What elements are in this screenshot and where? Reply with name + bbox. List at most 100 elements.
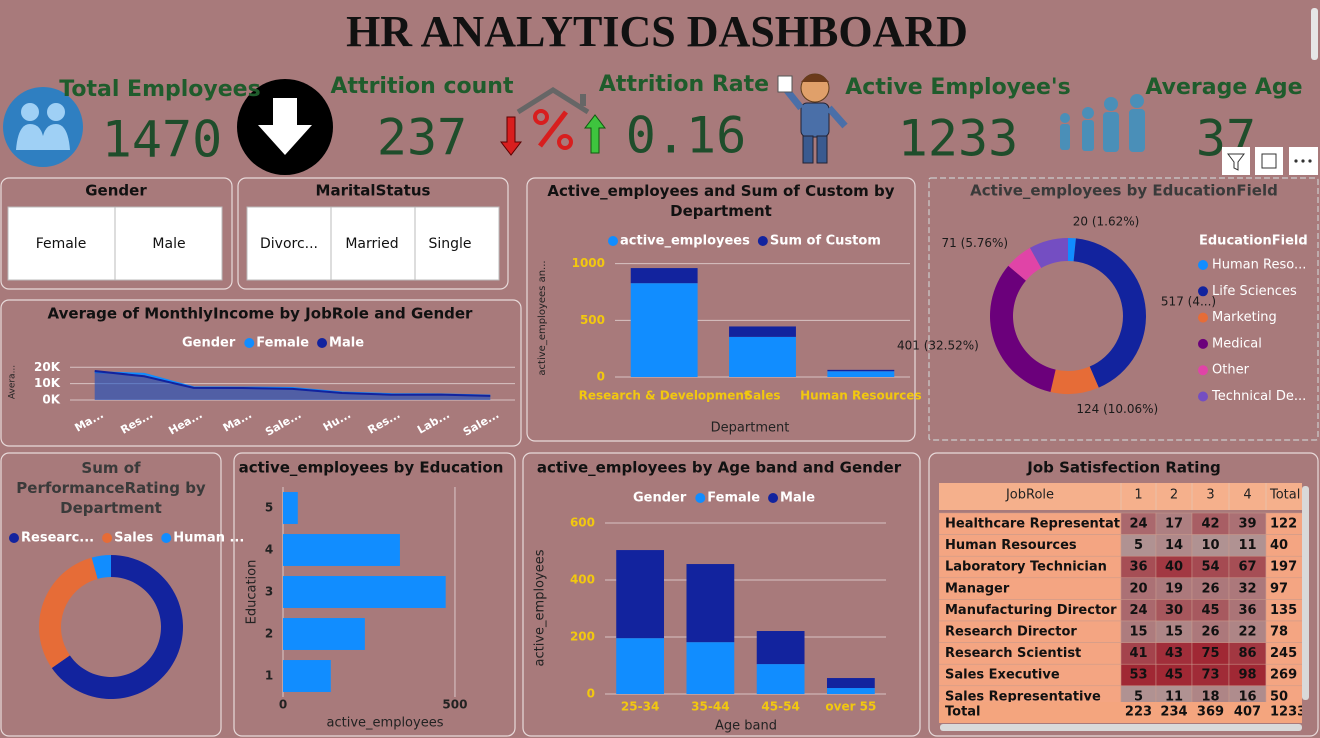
table-header: 1 [1134, 488, 1142, 503]
table-cell-text: Sales Representative [945, 689, 1101, 704]
slicer-tile[interactable] [114, 206, 223, 281]
x-tick-label: Research & Development [579, 389, 750, 403]
table-cell-text: Healthcare Representative [945, 517, 1142, 532]
table-cell-text: 36 [1238, 603, 1256, 618]
legend-swatch [9, 533, 19, 543]
bar [756, 631, 805, 665]
legend-label: Female [256, 336, 309, 351]
slicer-item: Female [36, 236, 87, 252]
bar [616, 638, 665, 694]
y-tick-label: 1 [265, 669, 273, 683]
donut-slice [1029, 238, 1068, 268]
panel [522, 452, 921, 737]
donut-slice [989, 265, 1056, 393]
table-header: Total [1269, 488, 1300, 503]
y-axis-label: Avera... [8, 365, 18, 399]
panel [233, 452, 516, 737]
area-fill [94, 371, 491, 400]
kpi-label: Attrition Rate [599, 72, 769, 97]
slicer-tile[interactable] [330, 206, 416, 281]
bar [283, 576, 446, 608]
table-cell-text: 41 [1129, 646, 1147, 661]
table-cell [1265, 685, 1302, 702]
table-cell-text: Manufacturing Director [945, 603, 1117, 618]
table-cell-text: Human Resources [945, 538, 1077, 553]
table-cell-text: 122 [1270, 517, 1297, 532]
table-cell-text: 22 [1238, 625, 1256, 640]
slicer-tile[interactable] [414, 206, 500, 281]
legend-label: Technical De... [1211, 389, 1306, 404]
donut-slice [51, 555, 183, 699]
bar [283, 618, 365, 650]
legend-swatch [102, 533, 113, 543]
page-scrollbar[interactable] [1311, 8, 1318, 60]
donut-slice [38, 557, 98, 668]
donut-slice [91, 555, 111, 579]
table-cell-text: 26 [1201, 625, 1219, 640]
legend-swatch [768, 493, 779, 503]
table-cell-text: 18 [1201, 689, 1219, 704]
x-tick-label: 500 [442, 698, 467, 712]
table-cell-text: 43 [1165, 646, 1183, 661]
legend-label: Life Sciences [1212, 284, 1297, 299]
table-cell-text: 32 [1238, 581, 1256, 596]
x-tick-label: Hu... [321, 408, 353, 434]
table-cell-text: 16 [1238, 689, 1256, 704]
legend-title: EducationField [1199, 234, 1308, 249]
table-total-text: 223 [1125, 705, 1152, 720]
slicer-item: Married [345, 236, 398, 252]
table-cell-text: 54 [1201, 560, 1219, 575]
legend-label: Male [329, 336, 364, 351]
slicer-item: Male [152, 236, 185, 252]
table-cell-text: 30 [1165, 603, 1183, 618]
legend-swatch [1198, 338, 1208, 349]
legend-swatch [161, 533, 172, 543]
slicer-item: Single [428, 236, 471, 252]
table-cell-text: 26 [1201, 581, 1219, 596]
slicer-title: MaritalStatus [316, 182, 431, 200]
legend-label: Medical [1212, 336, 1262, 351]
chart-title: Average of MonthlyIncome by JobRole and … [48, 305, 473, 323]
data-label: 124 (10.06%) [1076, 402, 1158, 416]
bar [756, 664, 805, 694]
bar [686, 564, 735, 643]
legend-label: Researc... [21, 531, 94, 546]
y-tick-label: 600 [570, 516, 595, 530]
x-tick-label: Sales [744, 389, 780, 403]
slicer-tile[interactable] [7, 206, 116, 281]
table-scrollbar[interactable] [940, 724, 1302, 731]
table-cell-text: 98 [1238, 668, 1256, 683]
panel [0, 177, 233, 290]
table-cell-text: 11 [1165, 689, 1183, 704]
bar [729, 326, 796, 337]
table-cell-text: 10 [1201, 538, 1219, 553]
legend-swatch [1198, 365, 1208, 376]
employees-icon [3, 87, 83, 167]
bar [827, 369, 895, 372]
table-cell-text: 75 [1201, 646, 1219, 661]
table-cell-text: 73 [1201, 668, 1219, 683]
bar [729, 336, 796, 377]
slicer-tile[interactable] [246, 206, 332, 281]
table-cell-text: 20 [1129, 581, 1147, 596]
legend-swatch [608, 236, 618, 246]
filter-button[interactable] [1222, 147, 1250, 175]
panel [237, 177, 509, 290]
focus-button[interactable] [1255, 147, 1283, 175]
legend-title: Gender [182, 336, 236, 351]
y-axis-label: active_employees an... [537, 260, 548, 375]
table-scrollbar[interactable] [1302, 486, 1309, 700]
kpi-label: Attrition count [331, 74, 514, 99]
bar [686, 642, 735, 694]
x-tick-label: 35-44 [691, 700, 729, 714]
kpi-value: 1470 [102, 111, 222, 169]
bar [616, 550, 665, 639]
chart-title: Active_employees by EducationField [970, 182, 1278, 200]
table-total-text: 234 [1160, 705, 1187, 720]
table-cell-text: 50 [1270, 689, 1288, 704]
chart-title: active_employees by Education [239, 459, 504, 477]
table-cell-text: Manager [945, 581, 1010, 596]
table-cell-text: 39 [1238, 517, 1256, 532]
x-tick-label: Sale... [461, 408, 501, 439]
